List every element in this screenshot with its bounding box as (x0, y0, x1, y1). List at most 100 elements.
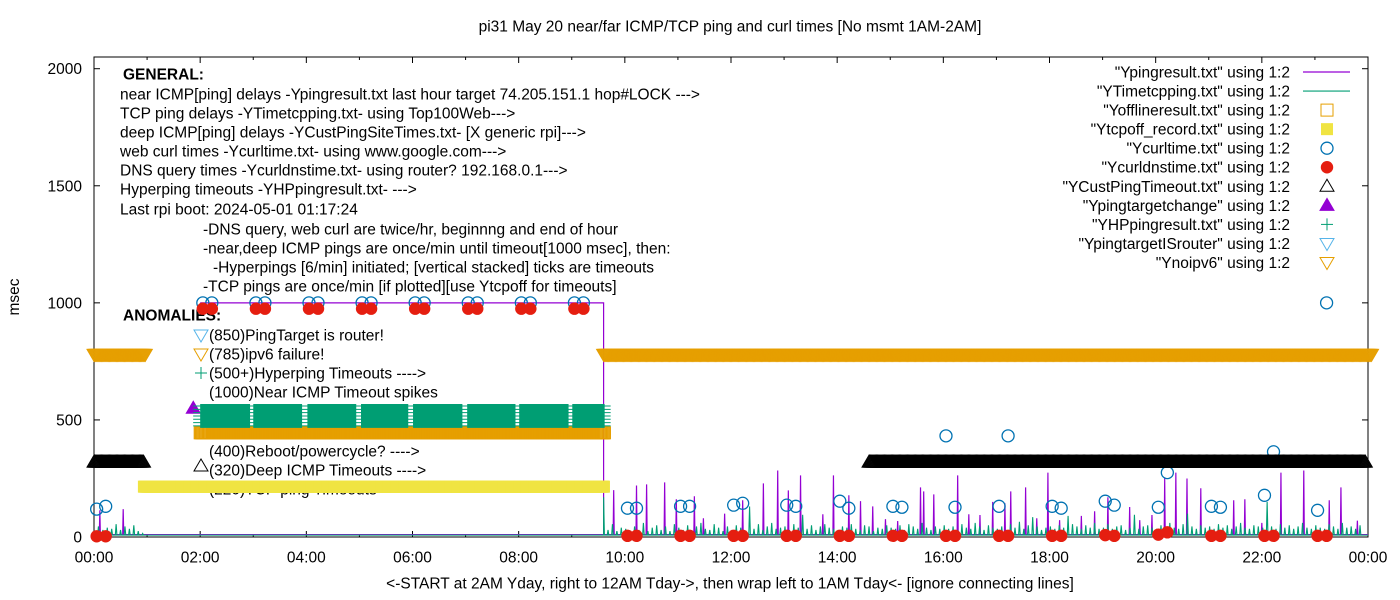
curl-time-point (620, 501, 635, 515)
open-circle-icon (1320, 141, 1334, 155)
curl-dns-time-point (311, 302, 325, 315)
y-tick-label: 2000 (48, 61, 83, 78)
y-tick-label: 0 (73, 530, 82, 547)
x-axis-label: <-START at 2AM Yday, right to 12AM Tday-… (386, 576, 1074, 593)
curl-dns-time-point (780, 529, 793, 543)
hyperping-timeout-block (572, 404, 605, 428)
anomaly-key-near-icmp: (1000)Near ICMP Timeout spikes (209, 385, 438, 402)
curl-dns-time-point (1311, 529, 1324, 543)
legend-entry-ping-target-is-router: "YpingtargetISrouter" using 1:2 (1079, 236, 1335, 253)
curl-dns-time-point (355, 302, 369, 315)
curl-dns-time-point (621, 529, 634, 543)
ping-result-line (94, 302, 1368, 536)
curl-dns-time-point (577, 302, 590, 315)
curl-dns-time-point (408, 302, 422, 315)
general-note: Last rpi boot: 2024-05-01 01:17:24 (120, 202, 358, 219)
curl-dns-time-point (1320, 529, 1333, 543)
hyperping-timeout-block (307, 404, 357, 428)
curl-dns-time-point (568, 302, 581, 315)
open-square-icon (1320, 103, 1334, 117)
no-ipv6-marker (137, 348, 154, 363)
legend-label: "Ycurldnstime.txt" using 1:2 (1102, 160, 1290, 177)
ping-target-change-points (185, 400, 202, 414)
curl-time-point (1151, 500, 1165, 514)
general-note: Hyperping timeouts -YHPpingresult.txt- -… (120, 182, 417, 199)
curl-dns-time-point (99, 530, 112, 543)
x-tick-label: 10:00 (605, 550, 644, 567)
x-tick-label: 00:00 (1349, 550, 1388, 567)
curl-dns-time-point (833, 529, 847, 543)
legend-entry-ping-target-change: "Ypingtargetchange" using 1:2 (1083, 197, 1335, 215)
general-note: TCP ping delays -YTimetcpping.txt- using… (120, 106, 515, 123)
curl-time-point (1045, 499, 1059, 513)
hp-ping-timeouts (193, 404, 611, 428)
legend-label: "YTimetcpping.txt" using 1:2 (1097, 84, 1290, 101)
curl-dns-time-point (1214, 529, 1227, 543)
curl-time-points (90, 296, 1334, 517)
curl-dns-time-point (205, 302, 219, 315)
data-layer (86, 296, 1380, 543)
cust-ping-timeout-marker (135, 454, 152, 468)
curl-time-point (842, 501, 856, 515)
curl-time-point (1310, 503, 1325, 517)
legend-entry-curl-time: "Ycurltime.txt" using 1:2 (1127, 141, 1334, 158)
general-heading: GENERAL: (123, 67, 204, 84)
curl-dns-time-point (364, 302, 378, 315)
anomaly-marker (193, 329, 209, 343)
curl-dns-time-point (939, 529, 953, 543)
anomaly-key-ipv6: (785)ipv6 failure! (193, 347, 324, 364)
curl-time-point (682, 499, 697, 513)
curl-time-point (1257, 488, 1272, 502)
y-tick-labels: 0 500 1000 1500 2000 (48, 61, 83, 546)
anomaly-label: (320)Deep ICMP Timeouts ----> (209, 463, 426, 480)
curl-time-point (90, 502, 104, 516)
curl-dns-time-point (842, 529, 856, 543)
x-tick-label: 22:00 (1242, 550, 1281, 567)
curl-time-point (1054, 501, 1068, 515)
curl-time-point (789, 499, 803, 513)
general-note: -TCP pings are once/min [if plotted][use… (203, 279, 617, 296)
curl-time-point (1319, 296, 1334, 310)
hyperping-timeout-block (253, 404, 303, 428)
anomaly-marker (193, 348, 209, 362)
curl-dns-time-point (948, 529, 962, 543)
curl-time-point (886, 499, 900, 513)
legend: "Ypingresult.txt" using 1:2 "YTimetcppin… (1062, 65, 1350, 272)
hyperping-timeout-block (467, 404, 516, 428)
curl-dns-time-point (1267, 529, 1280, 543)
open-triangle-up-icon (1319, 178, 1335, 192)
anomaly-label: (500+)Hyperping Timeouts ----> (209, 366, 426, 383)
legend-entry-ping-result: "Ypingresult.txt" using 1:2 (1115, 65, 1350, 82)
curl-time-point (1213, 500, 1228, 514)
hyperping-timeout-block (361, 404, 409, 428)
curl-dns-time-point (1099, 528, 1112, 542)
general-note: web curl times -Ycurltime.txt- using www… (119, 144, 506, 161)
x-tick-label: 00:00 (75, 550, 114, 567)
x-tick-label: 02:00 (181, 550, 220, 567)
curl-time-point (1098, 494, 1112, 508)
legend-marker-sample (1319, 257, 1335, 271)
legend-label: "YHPpingresult.txt" using 1:2 (1092, 217, 1290, 234)
legend-entry-curl-dns-time: "Ycurldnstime.txt" using 1:2 (1102, 160, 1334, 177)
x-tick-label: 08:00 (499, 550, 538, 567)
curl-time-point (939, 429, 953, 443)
curl-time-point (1001, 429, 1015, 443)
general-note: -near,deep ICMP pings are once/min until… (203, 241, 671, 258)
curl-dns-time-point (462, 302, 475, 315)
legend-label: "Ycurltime.txt" using 1:2 (1127, 141, 1290, 158)
hyperping-timeout-block (413, 404, 463, 428)
filled-circle-icon (1320, 161, 1334, 174)
legend-label: "Ypingresult.txt" using 1:2 (1115, 65, 1290, 82)
general-note: -Hyperpings [6/min] initiated; [vertical… (213, 260, 654, 277)
curl-dns-time-point (1001, 529, 1015, 543)
legend-marker-sample (1321, 123, 1333, 136)
curl-time-point (673, 499, 688, 513)
curl-time-point (833, 494, 847, 508)
cust-ping-timeout-marker (1357, 454, 1374, 468)
curl-dns-time-point (249, 302, 263, 315)
curl-dns-time-point (736, 529, 749, 543)
curl-dns-time-point (1205, 529, 1218, 543)
anomaly-label: (400)Reboot/powercycle? ----> (209, 444, 420, 461)
curl-time-point (1204, 499, 1219, 513)
x-tick-label: 14:00 (818, 550, 857, 567)
